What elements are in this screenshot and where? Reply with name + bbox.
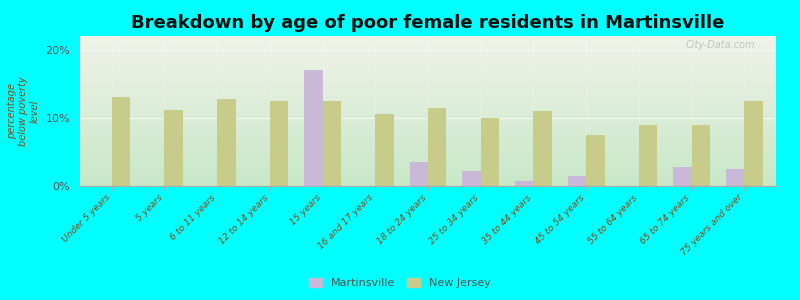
Bar <box>481 118 499 186</box>
Bar <box>726 169 744 186</box>
Bar <box>270 101 288 186</box>
Bar <box>515 181 534 186</box>
Bar <box>112 98 130 186</box>
Bar <box>568 176 586 186</box>
Bar <box>375 114 394 186</box>
Bar <box>639 124 658 186</box>
Bar <box>304 70 322 186</box>
Bar <box>410 162 428 186</box>
Bar <box>673 167 692 186</box>
Y-axis label: percentage
below poverty
level: percentage below poverty level <box>6 76 40 146</box>
Bar <box>428 108 446 186</box>
Bar <box>164 110 183 186</box>
Title: Breakdown by age of poor female residents in Martinsville: Breakdown by age of poor female resident… <box>131 14 725 32</box>
Bar <box>692 124 710 186</box>
Bar <box>534 111 552 186</box>
Bar <box>744 101 763 186</box>
Text: City-Data.com: City-Data.com <box>686 40 755 50</box>
Legend: Martinsville, New Jersey: Martinsville, New Jersey <box>306 274 494 291</box>
Bar <box>462 171 481 186</box>
Bar <box>322 101 341 186</box>
Bar <box>586 135 605 186</box>
Bar <box>217 99 235 186</box>
